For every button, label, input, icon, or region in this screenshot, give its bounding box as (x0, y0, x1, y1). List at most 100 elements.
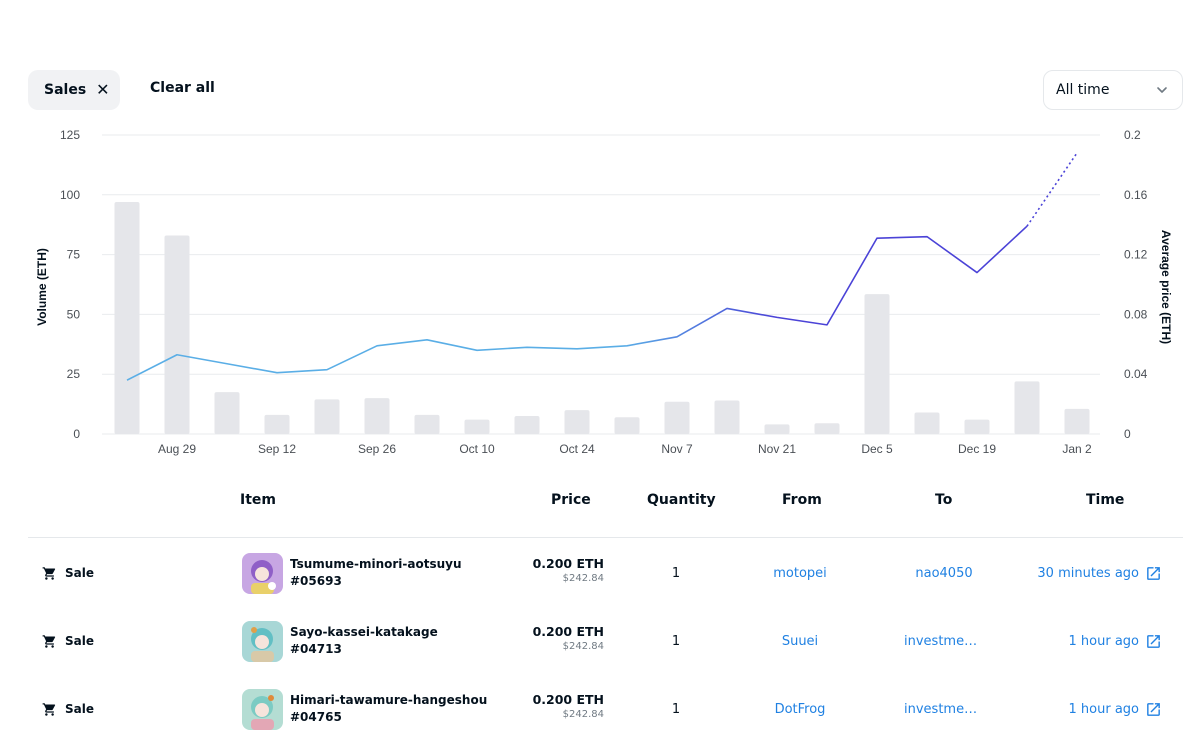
volume-bar (864, 294, 890, 434)
x-tick-label: Jan 2 (1062, 442, 1092, 456)
time-link[interactable]: 1 hour ago (1069, 607, 1162, 675)
quantity-cell: 1 (671, 565, 681, 581)
column-header-price: Price (551, 492, 591, 508)
volume-bar (714, 400, 740, 434)
y-tick-label-right: 0.04 (1124, 367, 1148, 381)
y-tick-label-left: 125 (60, 128, 80, 142)
y-tick-label-left: 100 (60, 188, 80, 202)
quantity-cell: 1 (671, 633, 681, 649)
average-price-line-solid (126, 225, 1028, 381)
y-axis-label-right: Average price (ETH) (1159, 230, 1173, 344)
x-tick-label: Sep 12 (258, 442, 296, 456)
y-tick-label-left: 25 (67, 367, 81, 381)
item-name-link[interactable]: Sayo-kassei-katakage #04713 (290, 625, 438, 656)
item-name-link[interactable]: Himari-tawamure-hangeshou #04765 (290, 693, 488, 724)
event-cell: Sale (42, 607, 94, 675)
y-tick-label-left: 0 (73, 427, 80, 441)
from-user-link[interactable]: Suuei (781, 633, 819, 649)
time-link[interactable]: 1 hour ago (1069, 675, 1162, 743)
volume-bar (614, 417, 640, 434)
close-icon[interactable]: ✕ (96, 80, 110, 99)
nft-thumbnail[interactable] (242, 621, 283, 662)
average-price-line (126, 152, 1078, 381)
column-header-time: Time (1086, 492, 1125, 508)
event-label: Sale (65, 634, 94, 648)
volume-bar (914, 412, 940, 434)
x-tick-label: Dec 5 (861, 442, 893, 456)
x-tick-label: Nov 21 (758, 442, 796, 456)
volume-bar (514, 416, 540, 434)
item-name-link[interactable]: Tsumume-minori-aotsuyu #05693 (290, 557, 462, 588)
quantity-cell: 1 (671, 701, 681, 717)
chevron-down-icon (1157, 87, 1167, 93)
to-user-link[interactable]: nao4050 (896, 539, 992, 607)
y-tick-label-right: 0.2 (1124, 128, 1141, 142)
to-user-label: nao4050 (915, 565, 973, 581)
price-usd: $242.84 (562, 709, 604, 720)
x-tick-label: Nov 7 (661, 442, 693, 456)
volume-bar (414, 414, 440, 434)
time-label: 1 hour ago (1068, 701, 1139, 717)
external-link-icon (1147, 702, 1160, 716)
to-user-label: investment... (904, 633, 984, 649)
price-usd: $242.84 (562, 573, 604, 584)
price-usd: $242.84 (562, 641, 604, 652)
sales-filter-label: Sales (44, 82, 87, 98)
volume-bar (964, 419, 990, 434)
volume-bar (314, 399, 340, 434)
x-tick-label: Sep 26 (358, 442, 396, 456)
event-label: Sale (65, 702, 94, 716)
time-range-value: All time (1056, 82, 1110, 98)
volume-bar (1064, 408, 1090, 434)
column-header-to: To (935, 492, 953, 508)
table-divider (28, 537, 1183, 538)
table-row[interactable]: Sale Tsumume-minori-aotsuyu #05693 0.200… (0, 539, 1200, 607)
column-header-quantity: Quantity (647, 492, 716, 508)
volume-bar (214, 392, 240, 434)
event-label: Sale (65, 566, 94, 580)
average-price-line-projected (1026, 152, 1078, 227)
external-link-icon (1147, 634, 1160, 648)
volume-bar (1014, 381, 1040, 434)
time-range-select[interactable]: All time (1043, 70, 1183, 110)
from-user-link[interactable]: motopei (773, 565, 827, 581)
price-eth: 0.200 ETH (532, 624, 604, 639)
to-user-link[interactable]: investment... (896, 607, 992, 675)
y-tick-label-right: 0.12 (1124, 248, 1148, 262)
x-tick-label: Aug 29 (158, 442, 196, 456)
column-header-item: Item (240, 492, 276, 508)
event-cell: Sale (42, 675, 94, 743)
nft-thumbnail[interactable] (242, 689, 283, 730)
volume-bar (364, 398, 390, 434)
nft-thumbnail[interactable] (242, 553, 283, 594)
external-link-icon (1147, 566, 1160, 580)
y-tick-label-right: 0.08 (1124, 307, 1148, 321)
cart-icon (42, 702, 56, 716)
price-cell: 0.200 ETH $242.84 (500, 556, 604, 584)
clear-all-button[interactable]: Clear all (150, 80, 215, 96)
x-tick-label: Oct 24 (559, 442, 595, 456)
volume-bar (664, 401, 690, 434)
volume-bar (164, 235, 190, 434)
price-eth: 0.200 ETH (532, 692, 604, 707)
y-axis-label-left: Volume (ETH) (35, 248, 49, 326)
chart-ticks: 0 25 50 75 100 125 0 0.04 0.08 0.12 0.16 0.2 Aug 29 S… (60, 128, 1148, 456)
volume-bar (264, 414, 290, 434)
sales-filter-chip[interactable]: Sales ✕ (28, 70, 120, 110)
column-header-from: From (782, 492, 822, 508)
volume-bar (764, 424, 790, 434)
event-cell: Sale (42, 539, 94, 607)
volume-bar (814, 423, 840, 434)
table-row[interactable]: Sale Himari-tawamure-hangeshou #04765 0.… (0, 675, 1200, 743)
from-user-link[interactable]: DotFrog (774, 701, 826, 717)
time-label: 1 hour ago (1068, 633, 1139, 649)
y-tick-label-left: 50 (67, 307, 81, 321)
price-cell: 0.200 ETH $242.84 (500, 692, 604, 720)
time-link[interactable]: 30 minutes ago (1037, 539, 1162, 607)
volume-bar (114, 201, 140, 434)
price-cell: 0.200 ETH $242.84 (500, 624, 604, 652)
table-row[interactable]: Sale Sayo-kassei-katakage #04713 0.200 E… (0, 607, 1200, 675)
volume-bar (464, 419, 490, 434)
to-user-link[interactable]: investment... (896, 675, 992, 743)
chart-grid (102, 134, 1100, 435)
